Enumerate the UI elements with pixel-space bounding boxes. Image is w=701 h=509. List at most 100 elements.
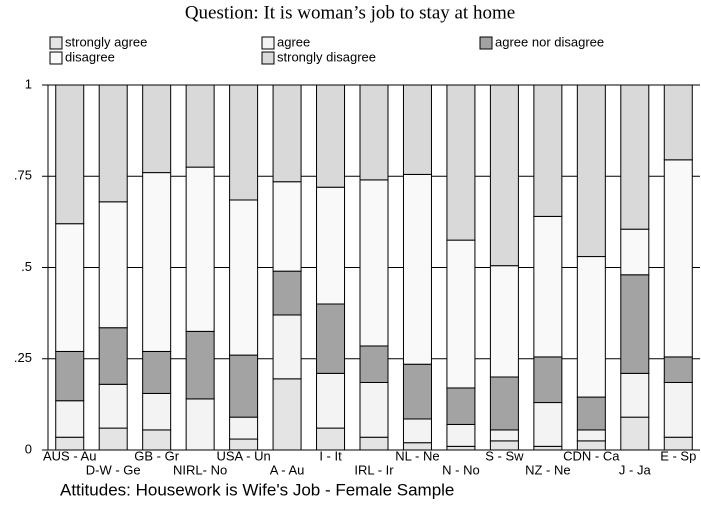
bar-segment — [55, 223, 85, 352]
legend-label: agree — [277, 34, 310, 49]
bar-segment — [272, 378, 302, 451]
bar-segment — [446, 387, 476, 425]
x-tick-label: I - It — [319, 448, 342, 463]
y-tick-label: .5 — [21, 259, 32, 274]
bar-segment — [316, 186, 346, 305]
bar-segment — [98, 201, 128, 329]
x-tick-label: NIRL- No — [173, 462, 227, 477]
bar-segment — [533, 402, 563, 447]
y-tick-label: 1 — [25, 76, 32, 91]
bar-segment — [185, 330, 215, 400]
bar-segment — [620, 416, 650, 451]
bar-segment — [446, 239, 476, 389]
x-tick-label: NL - Ne — [395, 448, 439, 463]
bar-segment — [533, 215, 563, 358]
bar-segment — [272, 84, 302, 183]
legend-label: strongly agree — [65, 34, 147, 49]
bar-segment — [55, 84, 85, 225]
x-tick-label: D-W - Ge — [86, 462, 141, 477]
legend-label: disagree — [65, 49, 115, 64]
bar-segment — [229, 354, 259, 418]
x-tick-label: A - Au — [270, 462, 305, 477]
bar-segment — [98, 327, 128, 385]
bar-segment — [402, 173, 432, 365]
bar-segment — [446, 445, 476, 451]
bar-segment — [533, 445, 563, 451]
bar-segment — [142, 429, 172, 451]
bar-segment — [55, 400, 85, 438]
x-tick-label: S - Sw — [485, 448, 524, 463]
x-tick-label: J - Ja — [619, 462, 652, 477]
bar-segment — [272, 181, 302, 272]
bar-segment — [533, 84, 563, 217]
x-tick-label: USA - Un — [217, 448, 271, 463]
x-tick-label: IRL - Ir — [354, 462, 394, 477]
y-tick-label: 0 — [25, 441, 32, 456]
legend-label: agree nor disagree — [495, 34, 604, 49]
bar-segment — [98, 383, 128, 429]
bar-segment — [402, 84, 432, 175]
bar-segment — [533, 356, 563, 404]
chart-title: Question: It is woman’s job to stay at h… — [185, 2, 515, 23]
bar-segment — [98, 84, 128, 203]
legend-swatch — [49, 51, 63, 65]
bar-segment — [663, 356, 693, 383]
bar-segment — [229, 84, 259, 201]
y-tick-label: .75 — [14, 168, 32, 183]
bar-segment — [402, 363, 432, 420]
bar-segment — [98, 427, 128, 451]
bar-segment — [489, 265, 519, 378]
bar-segment — [402, 418, 432, 444]
bar-segment — [316, 427, 346, 451]
bar-segment — [229, 416, 259, 440]
legend-swatch — [261, 36, 275, 50]
x-tick-label: AUS - Au — [43, 448, 96, 463]
bar-segment — [316, 372, 346, 429]
bar-segment — [620, 228, 650, 276]
bar-segment — [272, 314, 302, 380]
bar-segment — [185, 84, 215, 168]
x-tick-label: NZ - Ne — [525, 462, 571, 477]
caption: Attitudes: Housework is Wife's Job - Fem… — [60, 480, 454, 499]
bar-segment — [663, 381, 693, 438]
bar-segment — [576, 84, 606, 258]
bar-segment — [142, 172, 172, 352]
bar-segment — [359, 381, 389, 438]
bar-segment — [272, 270, 302, 316]
bar-segment — [142, 350, 172, 394]
x-tick-label: N - No — [442, 462, 480, 477]
bar-segment — [142, 392, 172, 431]
x-tick-label: CDN - Ca — [563, 448, 620, 463]
bar-segment — [663, 159, 693, 358]
bar-segment — [663, 84, 693, 161]
bar-segment — [489, 84, 519, 267]
legend-label: strongly disagree — [277, 49, 376, 64]
bar-segment — [229, 199, 259, 356]
legend-swatch — [479, 36, 493, 50]
bar-segment — [359, 84, 389, 181]
x-tick-label: E - Sp — [660, 448, 696, 463]
bar-segment — [446, 423, 476, 447]
bar-segment — [446, 84, 476, 241]
bar-segment — [359, 436, 389, 451]
bar-segment — [576, 429, 606, 442]
bar-segment — [576, 396, 606, 431]
bar-segment — [620, 372, 650, 418]
bar-segment — [185, 166, 215, 332]
y-tick-label: .25 — [14, 350, 32, 365]
bar-segment — [576, 256, 606, 398]
bar-segment — [316, 84, 346, 188]
bar-segment — [620, 274, 650, 374]
bar-segment — [55, 350, 85, 402]
bar-segment — [489, 429, 519, 442]
bar-segment — [359, 179, 389, 347]
legend-swatch — [49, 36, 63, 50]
bar-segment — [142, 84, 172, 174]
bar-segment — [620, 84, 650, 230]
bar-segment — [316, 303, 346, 374]
x-tick-label: GB - Gr — [134, 448, 179, 463]
bar-segment — [185, 398, 215, 451]
bar-segment — [359, 345, 389, 383]
